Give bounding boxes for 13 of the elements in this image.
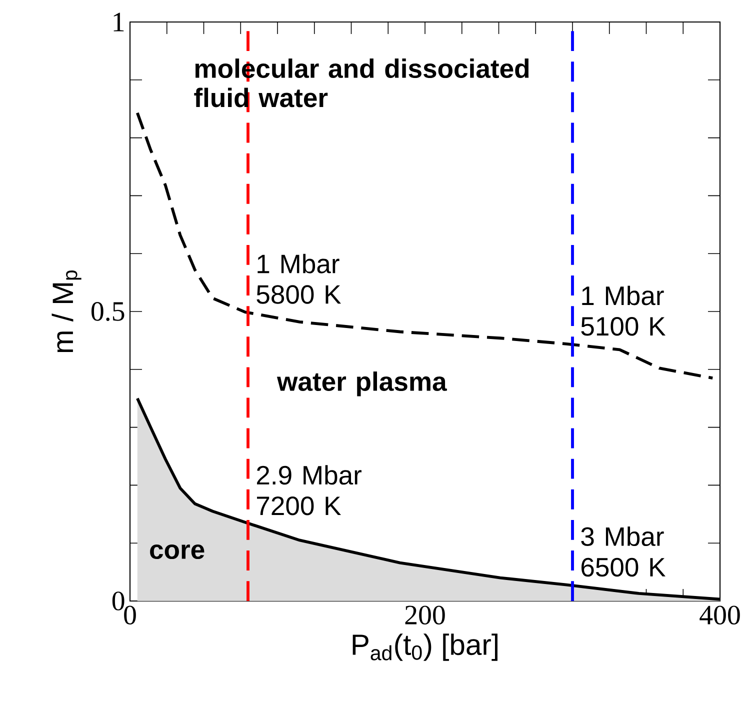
y-tick-label: 0.5 <box>92 302 124 321</box>
y-tick-label: 0 <box>112 592 124 610</box>
annotation: 3 Mbar 6500 K <box>581 526 666 577</box>
annotation: water plasma <box>276 371 447 396</box>
x-tick-label: 400 <box>700 606 740 625</box>
y-tick-label: 1 <box>114 12 124 32</box>
x-axis-title: P$_{ad}$(t$_{0}$) [bar] <box>352 634 498 661</box>
annotation: 1 Mbar 5100 K <box>581 286 666 336</box>
annotation: 1 Mbar 5800 K <box>256 254 341 304</box>
x-tick-label: 200 <box>405 606 445 625</box>
annotation: 2.9 Mbar 7200 K <box>256 465 362 516</box>
annotation: core <box>150 544 204 560</box>
y-axis-title: m / M$_{p}$ <box>52 270 82 352</box>
